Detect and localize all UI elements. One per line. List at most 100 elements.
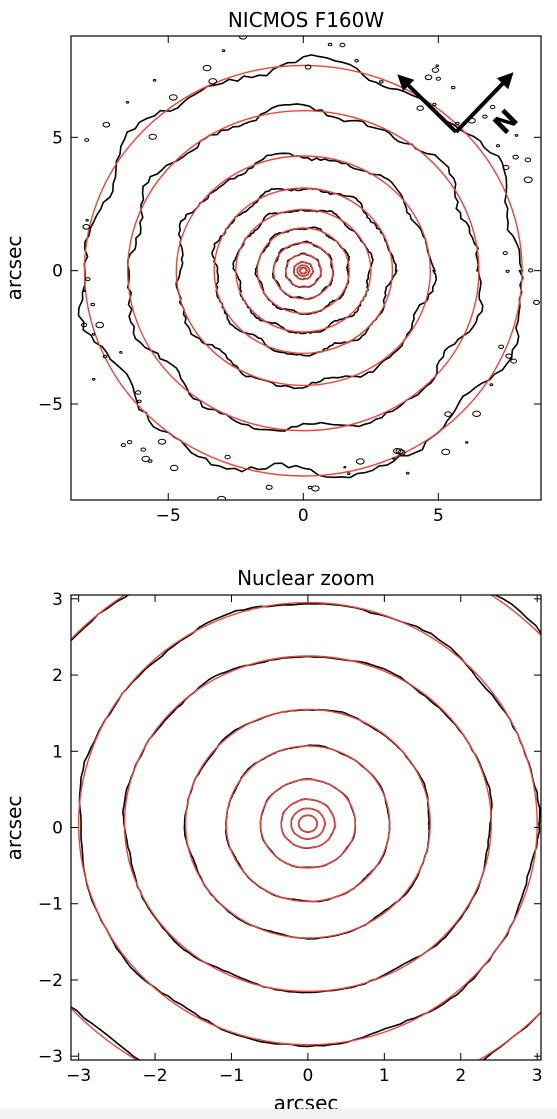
- model-isophote: [297, 814, 318, 833]
- noise-contour: [424, 74, 433, 81]
- noise-contour: [380, 510, 382, 511]
- noise-contour: [354, 59, 359, 63]
- noise-contour: [208, 78, 218, 85]
- panel1-ticks: −5 0 5 −5 0 5: [38, 36, 541, 526]
- noise-contour: [169, 464, 179, 472]
- x-tick-label: −1: [219, 1066, 244, 1086]
- panel-nicmos: NICMOS F160W −5 0 5 −5 0 5 arcsec N: [2, 8, 554, 526]
- noise-contour: [505, 353, 513, 359]
- noise-contour: [119, 351, 123, 354]
- model-isophote: [280, 798, 336, 849]
- model-isophote: [225, 745, 391, 903]
- noise-contour: [102, 121, 111, 128]
- noise-contour: [311, 485, 320, 492]
- noise-contour: [544, 331, 549, 334]
- noise-contour: [304, 64, 312, 70]
- noise-contour: [505, 269, 510, 273]
- noise-contour: [90, 302, 95, 307]
- panel2-ylabel: arcsec: [2, 796, 26, 861]
- noise-contour: [157, 438, 167, 445]
- noise-contour: [258, 507, 262, 510]
- noise-contour: [224, 454, 231, 460]
- noise-contour: [358, 503, 365, 508]
- noise-contour: [498, 344, 505, 349]
- noise-contour: [91, 332, 96, 336]
- y-tick-label: −2: [38, 971, 63, 991]
- y-tick-label: 1: [52, 742, 63, 762]
- noise-contour: [472, 410, 482, 417]
- x-tick-label: −3: [66, 1066, 91, 1086]
- model-isophote: [175, 155, 431, 387]
- noise-contour: [489, 383, 494, 387]
- data-isophote: [126, 103, 484, 432]
- panel1-title: NICMOS F160W: [228, 8, 385, 32]
- noise-contour: [514, 134, 519, 137]
- noise-contour: [431, 67, 440, 73]
- noise-contour: [502, 251, 508, 256]
- y-tick-label: 0: [52, 819, 63, 839]
- noise-contour: [85, 277, 91, 282]
- noise-contour: [126, 440, 133, 445]
- bottom-band: [0, 1109, 557, 1119]
- noise-contour: [432, 102, 437, 107]
- noise-contour: [84, 138, 90, 142]
- noise-contour: [496, 144, 500, 148]
- noise-contour: [355, 458, 365, 465]
- noise-contour: [50, 210, 57, 215]
- noise-contour: [435, 76, 441, 81]
- noise-contour: [43, 293, 48, 297]
- model-isophote: [296, 264, 310, 277]
- y-tick-label: 5: [52, 128, 63, 148]
- noise-contour: [168, 94, 178, 101]
- x-tick-label: 5: [433, 506, 444, 526]
- noise-contour: [82, 224, 90, 230]
- y-tick-label: −1: [38, 895, 63, 915]
- model-isophote: [272, 242, 334, 300]
- x-tick-label: 0: [302, 1066, 313, 1086]
- panel-nuclear-zoom: Nuclear zoom −3 −2 −1 0 1 2 3 −3 −2 −1 0 1 2 3 arcsec…: [2, 566, 543, 1115]
- model-isophote: [77, 601, 538, 1046]
- noise-contour: [221, 49, 226, 52]
- model-isophote: [299, 267, 308, 275]
- model-isophote: [256, 227, 350, 315]
- north-arrow-up: [454, 72, 514, 134]
- noise-contour: [327, 42, 333, 47]
- noise-contour: [523, 176, 533, 184]
- noise-contour: [451, 85, 456, 90]
- panel2-ticks: −3 −2 −1 0 1 2 3 −3 −2 −1 0 1 2 3: [38, 590, 543, 1086]
- noise-contour: [102, 354, 108, 359]
- noise-contour: [379, 80, 384, 84]
- noise-contour: [444, 411, 452, 417]
- model-isophote: [184, 708, 431, 939]
- model-isophote: [290, 807, 326, 840]
- x-tick-label: 2: [455, 1066, 466, 1086]
- noise-contour: [549, 298, 554, 301]
- noise-contour: [217, 495, 227, 500]
- panel1-frame: [70, 35, 542, 501]
- noise-contour: [152, 78, 157, 82]
- noise-contour: [137, 399, 142, 403]
- noise-contour: [202, 64, 212, 72]
- model-isophote: [126, 110, 480, 432]
- noise-contour: [135, 390, 142, 395]
- model-isophote: [284, 253, 322, 288]
- noise-contour: [148, 133, 157, 140]
- noise-contour: [482, 114, 488, 119]
- noise-contour: [82, 289, 87, 293]
- x-tick-label: 3: [532, 1066, 543, 1086]
- model-isophote: [235, 208, 372, 333]
- noise-contour: [140, 447, 146, 452]
- noise-contour: [347, 472, 351, 476]
- panel1-plot-area: [43, 36, 554, 511]
- panel2-frame: [70, 594, 542, 1061]
- noise-contour: [120, 443, 127, 448]
- noise-contour: [95, 321, 104, 329]
- noise-contour: [346, 506, 353, 511]
- noise-contour: [395, 448, 404, 455]
- noise-contour: [265, 484, 273, 490]
- noise-contour: [435, 64, 439, 67]
- noise-contour: [405, 471, 410, 475]
- data-isophote: [71, 595, 541, 1060]
- noise-contour: [85, 219, 89, 222]
